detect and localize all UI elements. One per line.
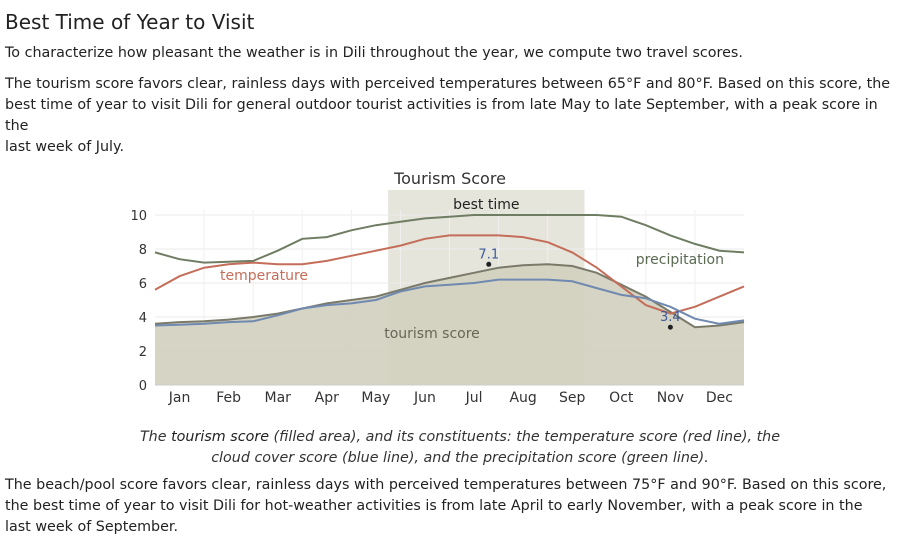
beach-score-paragraph: The beach/pool score favors clear, rainl… [5, 475, 900, 538]
text-run: , with a peak score in the [681, 498, 863, 514]
y-tick-label: 10 [130, 209, 147, 224]
text-run: to [543, 498, 567, 514]
temperature-line [154, 234, 745, 315]
page-title: Best Time of Year to Visit [5, 10, 255, 34]
peak-period: last week of July [5, 139, 120, 155]
annotation-point [667, 324, 673, 330]
chart-title: Tourism Score [393, 169, 506, 188]
x-tick-label: Feb [216, 390, 241, 406]
text-run: . Based on this score, the best time of … [5, 477, 887, 514]
x-tick-label: Jan [168, 390, 191, 406]
text-run: . Based on this score, the best time of … [5, 76, 891, 113]
tourism-score-paragraph: The tourism score favors clear, rainless… [5, 74, 900, 158]
text-run: . [173, 519, 179, 535]
text-run: The [5, 76, 37, 92]
x-tick-label: May [361, 390, 390, 406]
tourism-score-area [155, 264, 744, 385]
text-run: The [5, 477, 37, 493]
best-start: late April [479, 498, 544, 514]
cloud-cover-line [154, 278, 745, 327]
peak-period: last week of September [5, 519, 174, 535]
temperature-high: 80°F [677, 76, 709, 92]
intro-paragraph: To characterize how pleasant the weather… [5, 45, 743, 61]
temperature-high: 90°F [701, 477, 733, 493]
annotation-label: 3.4 [660, 310, 681, 325]
text-run: and [665, 477, 702, 493]
temperature-low: 75°F [632, 477, 666, 493]
chart-caption: The tourism score (filled area), and its… [130, 427, 790, 469]
precipitation-line [154, 214, 745, 264]
x-tick-label: Mar [264, 390, 291, 406]
caption-term: tourism score [171, 429, 269, 446]
best-start: late May [529, 97, 591, 113]
x-tick-label: Jun [413, 390, 436, 406]
y-tick-label: 2 [139, 345, 147, 360]
series-label: tourism score [384, 326, 480, 342]
beach-score-term: beach/pool score [36, 477, 159, 493]
x-tick-label: Oct [609, 390, 634, 406]
y-tick-label: 6 [139, 277, 147, 292]
best-end: late September [614, 97, 725, 113]
x-tick-label: Aug [509, 390, 536, 406]
text-run: . [119, 139, 124, 155]
tourism-score-term: tourism score [36, 76, 134, 92]
x-tick-label: Sep [559, 390, 586, 406]
caption-run: The [139, 429, 172, 446]
x-tick-label: Nov [657, 390, 684, 406]
annotation-label: 7.1 [478, 247, 499, 262]
tourism-score-chart: Tourism Score 0 2 4 6 8 10 Jan Feb Mar Apr May Jun J… [0, 160, 907, 410]
text-run: , with a peak score in the [5, 97, 878, 134]
x-tick-label: Dec [706, 390, 733, 406]
y-tick-label: 0 [139, 379, 147, 394]
y-tick-label: 4 [139, 311, 147, 326]
series-label: precipitation [636, 252, 724, 268]
x-tick-label: Jul [465, 390, 483, 406]
temperature-low: 65°F [607, 76, 642, 92]
chart-svg: Tourism Score 0 2 4 6 8 10 Jan Feb Mar Apr May Jun J… [130, 169, 745, 406]
annotation-point [486, 261, 492, 267]
y-tick-label: 8 [139, 243, 147, 258]
series-label: temperature [220, 268, 308, 284]
best-time-label: best time [453, 197, 519, 213]
best-end: early November [566, 498, 682, 514]
caption-run: (filled area), and its constituents: the… [211, 429, 781, 467]
text-run: and [641, 76, 678, 92]
text-run: favors clear, rainless days with perceiv… [158, 477, 633, 493]
x-tick-label: Apr [315, 390, 339, 406]
text-run: to [590, 97, 615, 113]
tourism-score-line [154, 263, 745, 329]
text-run: favors clear, rainless days with perceiv… [133, 76, 608, 92]
